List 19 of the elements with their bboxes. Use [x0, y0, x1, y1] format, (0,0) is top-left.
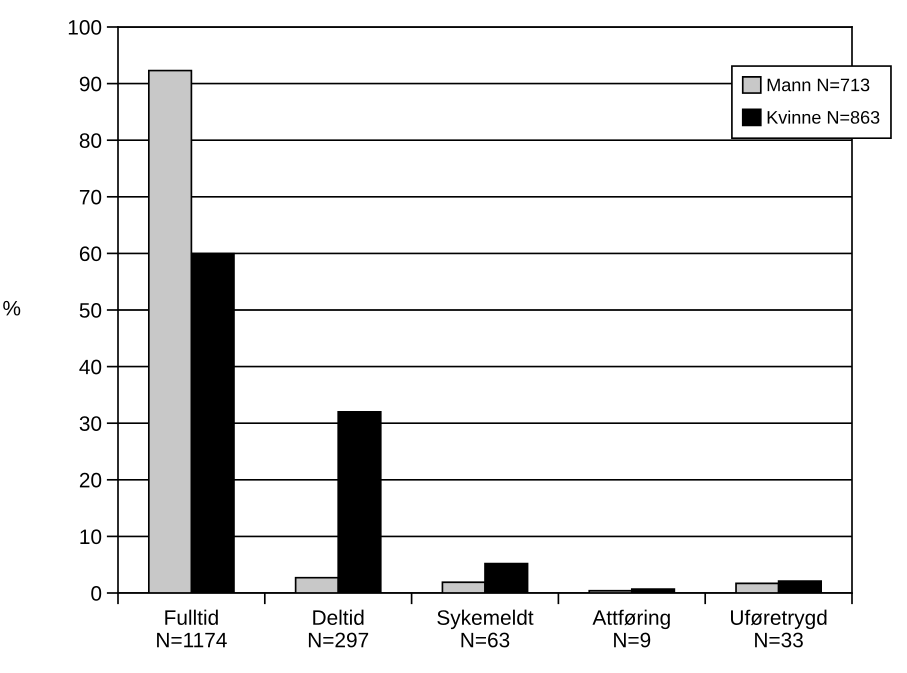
x-tick-label: Deltid N=297	[308, 610, 368, 648]
legend-label: Kvinne N=863	[768, 110, 880, 124]
y-tick-label: 30	[80, 416, 102, 431]
x-tick-label: Fulltid N=1174	[157, 610, 227, 648]
y-tick-label: 80	[80, 133, 102, 148]
y-axis-title: %	[3, 300, 20, 316]
y-tick-label: 60	[80, 246, 102, 262]
y-tick-label: 40	[79, 360, 102, 374]
y-tick-label: 20	[80, 472, 102, 488]
y-tick-label: 10	[80, 529, 102, 544]
y-tick-label: 100	[68, 20, 102, 35]
y-tick-label: 50	[80, 303, 102, 318]
x-tick-label: Uføretrygd N=33	[731, 610, 826, 648]
y-tick-label: 0	[91, 586, 102, 601]
y-tick-label: 90	[80, 76, 102, 92]
x-tick-label: Sykemeldt N=63	[437, 610, 534, 648]
legend-label: Mann N=713	[768, 78, 870, 92]
x-tick-label: Attføring N=9	[592, 610, 670, 648]
y-tick-label: 70	[80, 190, 102, 205]
